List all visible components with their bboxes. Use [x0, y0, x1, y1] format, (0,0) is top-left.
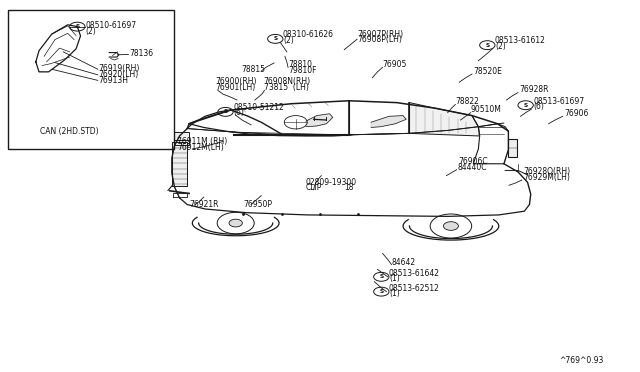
Text: 78810: 78810: [288, 60, 312, 69]
Text: 76928R: 76928R: [519, 85, 548, 94]
Text: (6): (6): [533, 102, 544, 111]
Text: 76900(RH): 76900(RH): [215, 77, 257, 86]
Text: ^769^0.93: ^769^0.93: [559, 356, 604, 365]
Text: 76913H: 76913H: [99, 76, 129, 85]
Bar: [8, 10, 174, 149]
Polygon shape: [306, 114, 333, 127]
Text: 76928Q(RH): 76928Q(RH): [523, 167, 570, 176]
Text: 76906: 76906: [564, 109, 588, 118]
Text: 76908N(RH): 76908N(RH): [264, 77, 311, 86]
Text: (2): (2): [283, 36, 294, 45]
Text: 84642: 84642: [392, 257, 415, 267]
Polygon shape: [371, 116, 406, 128]
Text: 18: 18: [344, 183, 354, 192]
Text: 76920(LH): 76920(LH): [99, 70, 139, 79]
Text: 08513-61697: 08513-61697: [533, 97, 584, 106]
Text: 76907P(RH): 76907P(RH): [357, 30, 403, 39]
Text: CAN (2HD.STD): CAN (2HD.STD): [40, 126, 99, 136]
Text: S: S: [380, 274, 383, 279]
Text: 78520E: 78520E: [473, 67, 502, 76]
Text: 76929M(LH): 76929M(LH): [523, 173, 570, 182]
Text: 73815  (LH): 73815 (LH): [264, 83, 308, 92]
Text: S: S: [524, 103, 528, 108]
Polygon shape: [410, 103, 479, 136]
Text: 79810F: 79810F: [288, 65, 317, 75]
Text: (6): (6): [233, 108, 244, 117]
Text: 76911M (RH): 76911M (RH): [177, 137, 227, 146]
Text: 84440C: 84440C: [458, 163, 488, 172]
Circle shape: [444, 222, 458, 230]
Text: S: S: [223, 109, 228, 114]
Text: 76950P: 76950P: [243, 200, 273, 209]
Text: (2): (2): [86, 26, 97, 36]
Text: 08513-61612: 08513-61612: [495, 36, 546, 45]
Text: S: S: [380, 289, 383, 294]
Text: CLIP: CLIP: [306, 183, 323, 192]
Text: 08510-51212: 08510-51212: [233, 103, 284, 112]
Text: 08513-61642: 08513-61642: [389, 269, 440, 278]
Text: 08510-61697: 08510-61697: [86, 21, 137, 30]
Circle shape: [229, 219, 243, 227]
Bar: [173, 140, 189, 145]
Text: 78136: 78136: [130, 49, 154, 58]
Text: 76921R: 76921R: [189, 200, 220, 209]
Text: 76905: 76905: [383, 60, 407, 69]
Text: 90510M: 90510M: [470, 105, 502, 114]
Bar: [508, 139, 517, 157]
Text: 76906C: 76906C: [458, 157, 488, 166]
Text: 02809-19300: 02809-19300: [306, 177, 357, 186]
Bar: [173, 132, 189, 140]
Text: 76912M(LH): 76912M(LH): [177, 143, 224, 152]
Text: S: S: [485, 43, 490, 48]
Text: S: S: [76, 24, 79, 29]
Text: 76901(LH): 76901(LH): [215, 83, 255, 92]
Text: 76908P(LH): 76908P(LH): [357, 35, 402, 44]
Text: 08310-61626: 08310-61626: [283, 30, 334, 39]
Text: 76919(RH): 76919(RH): [99, 64, 140, 73]
Text: (1): (1): [389, 274, 400, 283]
Polygon shape: [172, 142, 187, 186]
Text: S: S: [273, 36, 277, 41]
Text: (2): (2): [495, 42, 506, 51]
Text: 78822: 78822: [456, 97, 479, 106]
Text: (1): (1): [389, 289, 400, 298]
Text: 08513-62512: 08513-62512: [389, 283, 440, 292]
Text: 78815: 78815: [241, 65, 266, 74]
